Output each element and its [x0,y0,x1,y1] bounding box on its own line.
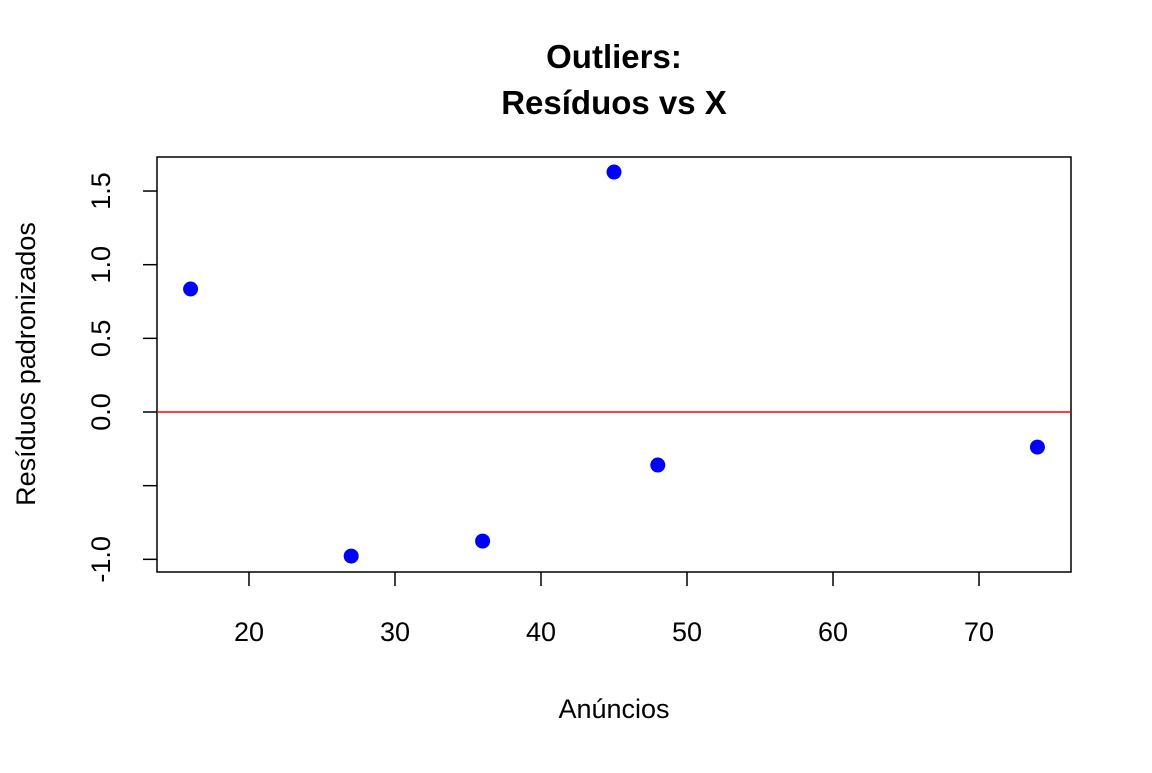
point [183,281,199,297]
y-axis-label: Resíduos padronizados [11,222,41,506]
point [343,548,359,564]
y-tick-label: -1.0 [86,536,116,583]
x-tick-label: 40 [526,617,556,647]
chart-title: Outliers: [546,38,682,75]
x-tick-label: 70 [964,617,994,647]
point [1029,439,1045,455]
y-tick-label: 0.0 [86,393,116,431]
x-tick-label: 20 [234,617,264,647]
y-tick-label: 1.0 [86,246,116,284]
point [475,533,491,549]
x-axis-label: Anúncios [558,694,669,724]
x-tick-label: 30 [380,617,410,647]
y-tick-label: 0.5 [86,320,116,358]
chart-subtitle: Resíduos vs X [501,84,727,121]
x-tick-label: 50 [672,617,702,647]
y-tick-label: 1.5 [86,172,116,210]
point [606,164,622,180]
point [650,457,666,473]
plot-box [156,156,1072,573]
x-tick-label: 60 [818,617,848,647]
